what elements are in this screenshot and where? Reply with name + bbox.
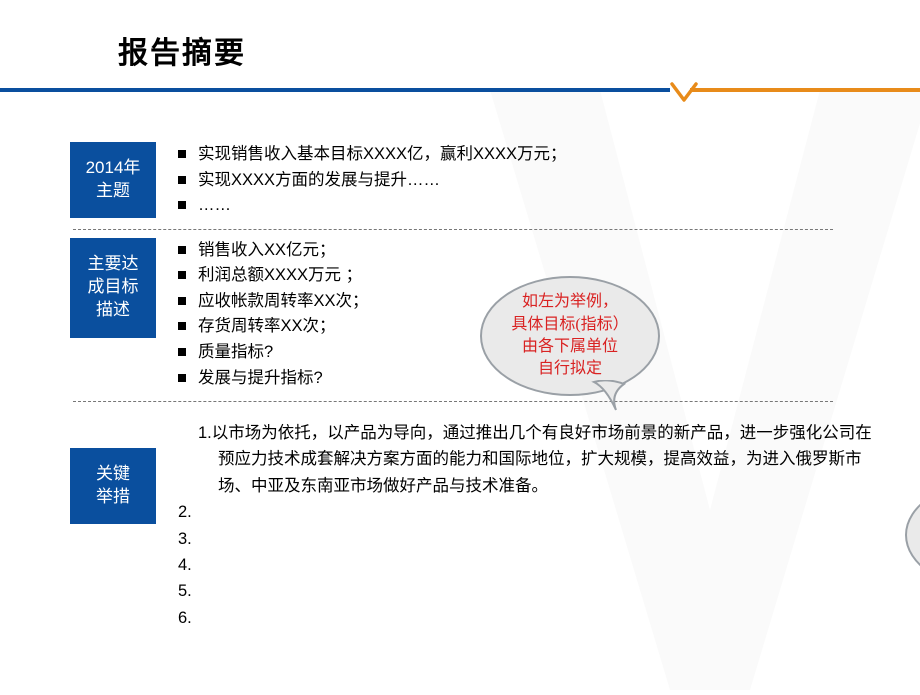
label-text: 关键 举措 xyxy=(96,463,130,509)
list-item: 实现销售收入基本目标XXXX亿，赢利XXXX万元； xyxy=(178,142,920,168)
section-label-theme: 2014年 主题 xyxy=(70,142,156,218)
rule-blue xyxy=(0,88,670,92)
header-rule xyxy=(0,86,920,94)
list-item: 4. xyxy=(178,552,920,578)
label-text: 2014年 主题 xyxy=(86,157,141,203)
list-item: 2. xyxy=(178,499,920,525)
slide: 报告摘要 2014年 主题 实现销售收入基本目标XXXX亿，赢利XXXX万元； … xyxy=(0,0,920,690)
section-content-theme: 实现销售收入基本目标XXXX亿，赢利XXXX万元； 实现XXXX方面的发展与提升… xyxy=(156,142,920,219)
section-content-actions: 1.以市场为依托，以产品为导向，通过推出几个有良好市场前景的新产品，进一步强化公… xyxy=(156,420,920,631)
list-item: …… xyxy=(178,193,920,219)
rule-v-mark xyxy=(670,82,698,106)
list-item: 5. xyxy=(178,578,920,604)
list-item: 6. xyxy=(178,605,920,631)
list-item: 1.以市场为依托，以产品为导向，通过推出几个有良好市场前景的新产品，进一步强化公… xyxy=(178,420,878,499)
callout-tail xyxy=(588,380,628,414)
callout-body: 如左为举例， 具体目标(指标） 由各下属单位 自行拟定 xyxy=(480,276,660,396)
section-actions: 关键 举措 1.以市场为依托，以产品为导向，通过推出几个有良好市场前景的新产品，… xyxy=(70,402,920,641)
list-item: 实现XXXX方面的发展与提升…… xyxy=(178,168,920,194)
section-label-actions: 关键 举措 xyxy=(70,448,156,524)
page-title: 报告摘要 xyxy=(118,28,920,72)
rule-orange xyxy=(690,88,920,92)
section-label-targets: 主要达 成目标 描述 xyxy=(70,238,156,338)
title-row: 报告摘要 xyxy=(0,0,920,82)
section-theme: 2014年 主题 实现销售收入基本目标XXXX亿，赢利XXXX万元； 实现XXX… xyxy=(70,134,920,229)
list-item: 销售收入XX亿元； xyxy=(178,238,920,264)
callout-peek-body xyxy=(905,480,920,570)
callout-text: 如左为举例， 具体目标(指标） 由各下属单位 自行拟定 xyxy=(511,291,628,381)
callout-bubble: 如左为举例， 具体目标(指标） 由各下属单位 自行拟定 xyxy=(480,276,680,396)
callout-peek xyxy=(900,480,920,570)
label-text: 主要达 成目标 描述 xyxy=(88,253,139,322)
sections: 2014年 主题 实现销售收入基本目标XXXX亿，赢利XXXX万元； 实现XXX… xyxy=(0,94,920,641)
list-item: 3. xyxy=(178,526,920,552)
